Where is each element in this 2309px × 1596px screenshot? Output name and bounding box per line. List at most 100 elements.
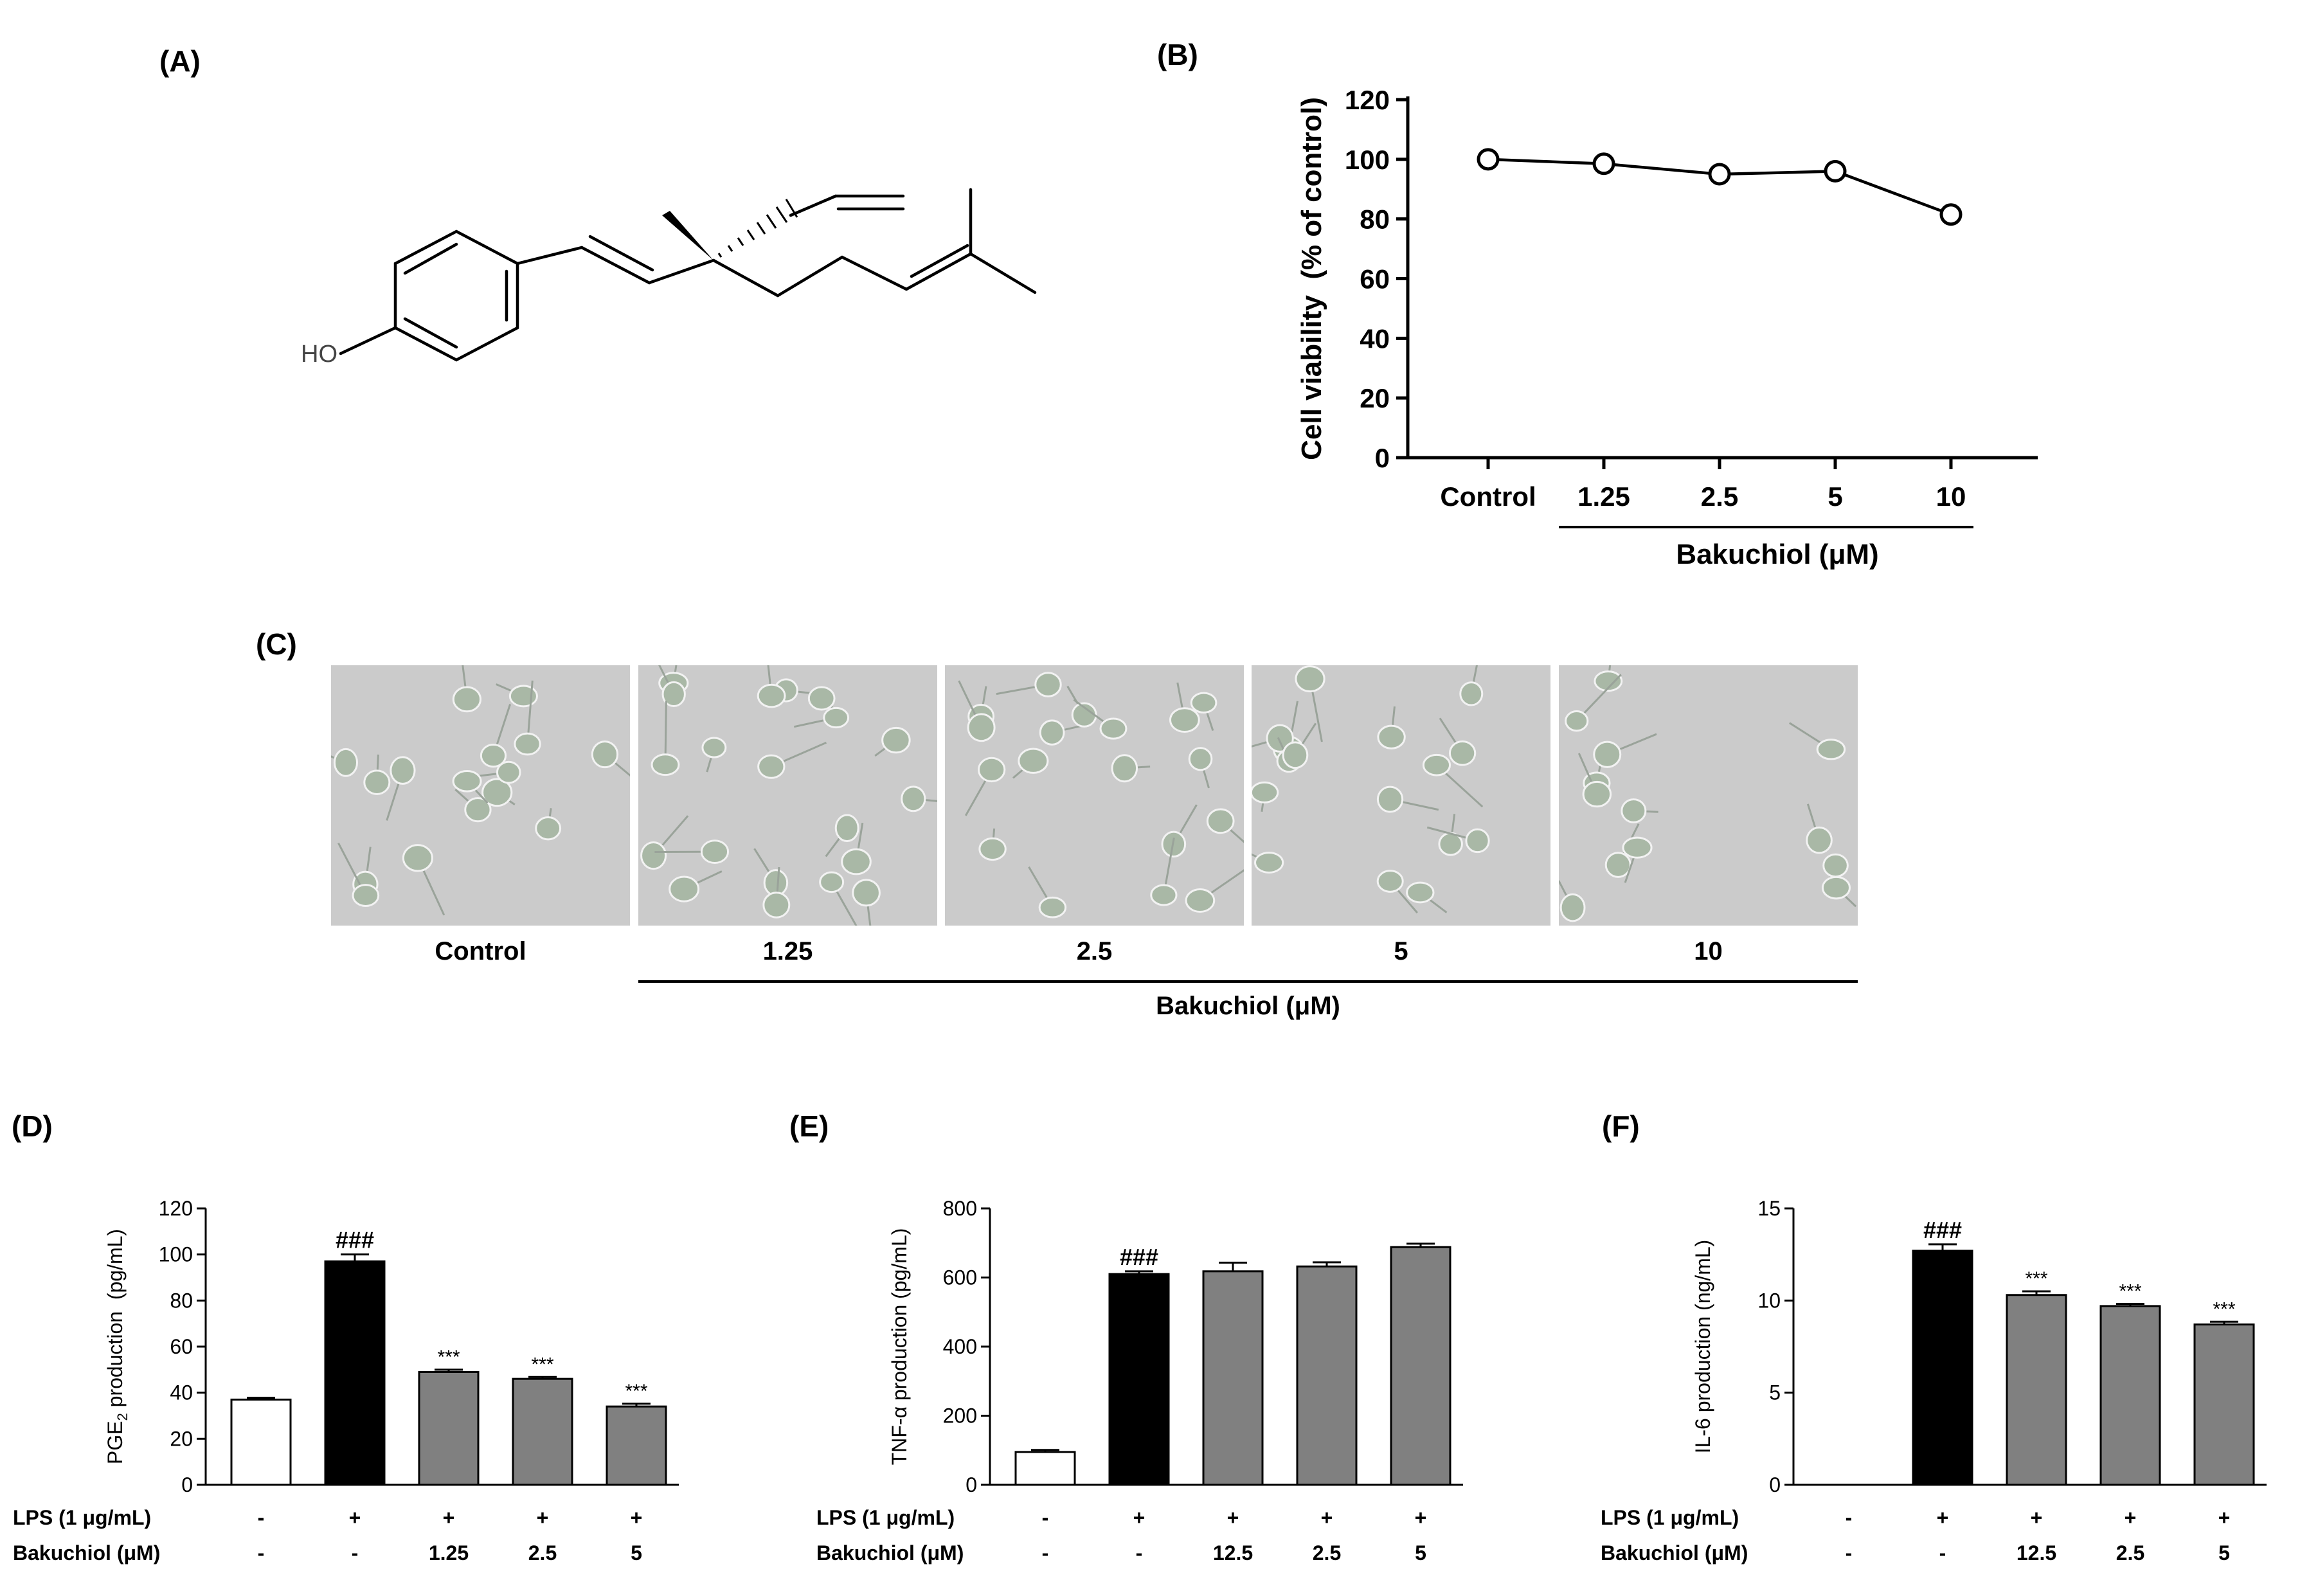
y-tick-label: 100	[1345, 145, 1390, 175]
cell	[658, 665, 686, 708]
bar	[418, 1370, 480, 1486]
cell-body	[1594, 670, 1623, 692]
bakuchiol-group-line	[638, 980, 1858, 983]
ho-label: HO	[301, 341, 337, 368]
cell	[1252, 851, 1284, 874]
row-label: Bakuchiol (μM)	[13, 1541, 160, 1565]
row-value: +	[349, 1506, 361, 1529]
cell	[1406, 881, 1448, 913]
data-point	[1592, 152, 1615, 175]
cell	[1622, 836, 1653, 883]
cell	[452, 770, 489, 804]
cell	[591, 740, 630, 777]
y-axis-title: PGE2 production (pg/mL)	[103, 1229, 130, 1464]
cell-body	[514, 732, 541, 756]
y-tick-label: 200	[943, 1404, 977, 1428]
cell-body	[967, 713, 996, 742]
row-value: +	[443, 1506, 455, 1529]
chain-bond	[580, 246, 651, 285]
cell-body	[352, 884, 380, 907]
cell-body	[823, 706, 850, 729]
cell	[1188, 747, 1213, 789]
cell	[1282, 722, 1317, 769]
cell-body	[669, 875, 700, 902]
cell	[1439, 717, 1477, 766]
cell	[1039, 719, 1093, 746]
cell	[762, 866, 791, 919]
cell	[337, 842, 380, 907]
row-label: Bakuchiol (μM)	[1601, 1541, 1748, 1565]
micrograph-control	[331, 665, 630, 926]
cell	[978, 828, 1007, 861]
y-tick-label: 800	[943, 1197, 977, 1220]
cell	[1422, 753, 1484, 808]
micrograph-10	[1559, 665, 1858, 926]
cell-body	[1821, 875, 1851, 900]
y-tick-label: 120	[159, 1197, 193, 1220]
caption-1-25: 1.25	[762, 937, 813, 965]
row-value: -	[352, 1541, 359, 1565]
cell	[1376, 870, 1418, 914]
significance-treatment: ***	[2213, 1298, 2235, 1320]
bar	[606, 1405, 667, 1486]
y-tick-label: 20	[170, 1427, 193, 1450]
cell-body	[1038, 896, 1067, 919]
bakuchiol-group-label: Bakuchiol (μM)	[1156, 992, 1340, 1020]
cell-body	[881, 726, 911, 754]
cell-body	[1565, 710, 1589, 732]
cell-body	[1422, 753, 1451, 776]
cell-body	[390, 756, 416, 785]
ring-double-bond	[403, 242, 458, 275]
y-tick-label: 0	[1375, 443, 1390, 473]
cell	[958, 680, 996, 742]
cell-body	[1254, 851, 1284, 874]
panel-label-f: (F)	[1602, 1109, 1640, 1143]
bar	[2099, 1305, 2161, 1486]
cell	[386, 756, 416, 821]
bar	[1202, 1270, 1264, 1486]
significance-treatment: ***	[2025, 1268, 2047, 1289]
cell-body	[1099, 717, 1128, 740]
bar	[2006, 1294, 2067, 1486]
cell-body	[496, 760, 521, 784]
y-axis-title: IL-6 production (ng/mL)	[1691, 1240, 1714, 1454]
cell	[654, 839, 730, 864]
row-value: -	[1846, 1541, 1853, 1565]
x-tick-label: 5	[1828, 481, 1842, 512]
chain-double-bond	[910, 244, 969, 278]
cell-body	[452, 686, 481, 713]
y-tick-label: 10	[1757, 1289, 1781, 1312]
cell	[1028, 866, 1067, 919]
caption-10: 10	[1694, 937, 1723, 965]
row-value: 2.5	[528, 1541, 557, 1565]
x-tick-label: 1.25	[1577, 481, 1630, 512]
cell	[1295, 665, 1325, 742]
cell-body	[852, 879, 881, 907]
bar	[1014, 1451, 1076, 1486]
bar	[230, 1398, 292, 1486]
ring-double-bond	[403, 317, 458, 349]
cell	[1788, 722, 1846, 760]
cell	[363, 754, 391, 795]
cell-body	[1406, 881, 1435, 904]
cell-body	[591, 740, 619, 769]
cell	[640, 815, 689, 870]
cell	[1012, 748, 1049, 779]
cell	[793, 706, 850, 729]
cell-body	[535, 816, 562, 841]
cell	[1438, 814, 1463, 856]
cell	[1190, 692, 1217, 731]
significance-lps: ###	[1923, 1217, 1962, 1243]
data-point	[1824, 159, 1847, 183]
cell	[1594, 665, 1623, 692]
wedge-bond	[662, 211, 714, 260]
cell-body	[757, 754, 786, 779]
row-value: 12.5	[1213, 1541, 1253, 1565]
cell-body	[1377, 724, 1406, 749]
row-value: 1.25	[429, 1541, 469, 1565]
chain-bond	[904, 252, 973, 291]
cell-body	[1448, 740, 1477, 766]
row-value: +	[2218, 1506, 2231, 1529]
row-value: -	[1042, 1541, 1049, 1565]
cell	[901, 785, 937, 812]
